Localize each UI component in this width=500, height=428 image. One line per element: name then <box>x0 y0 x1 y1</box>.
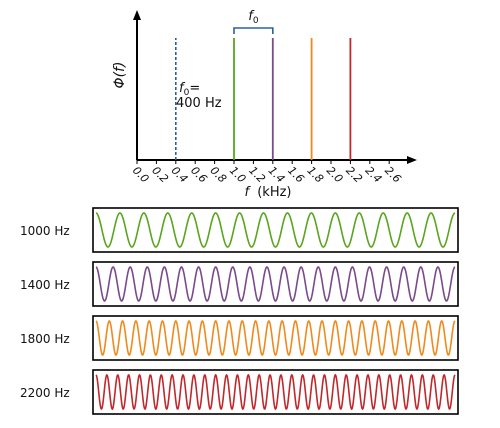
fundamental-label-sub: 0 <box>184 88 190 98</box>
waveform-box <box>92 315 459 361</box>
x-tick-label: 1.4 <box>266 164 288 186</box>
waveform-row: 1400 Hz <box>20 261 459 307</box>
spectrum-plot: Φ(f) 0.00.20.40.60.81.01.21.41.61.82.02.… <box>112 9 417 200</box>
x-tick-label: 0.8 <box>207 164 229 186</box>
y-axis-arrow <box>133 10 141 20</box>
waveform-label: 1800 Hz <box>20 332 70 346</box>
waveform-row: 1800 Hz <box>20 315 459 361</box>
fundamental-label-f: f <box>179 81 186 96</box>
x-tick-label: 2.2 <box>343 164 365 186</box>
x-tick-label: 0.0 <box>130 164 152 186</box>
x-tick-label: 1.6 <box>285 164 307 186</box>
x-axis-label-unit: (kHz) <box>257 185 291 200</box>
f0-bracket <box>233 27 274 34</box>
x-axis-arrow <box>407 156 417 164</box>
waveform-row: 2200 Hz <box>20 369 459 415</box>
x-tick-label: 1.8 <box>304 164 326 186</box>
sine-wave <box>95 212 456 248</box>
x-tick-label: 0.6 <box>188 164 210 186</box>
fundamental-label-eq: = <box>189 81 200 96</box>
x-tick-label: 0.2 <box>149 164 171 186</box>
sine-wave <box>95 266 456 302</box>
waveform-row: 1000 Hz <box>20 207 459 253</box>
x-tick-label: 0.4 <box>169 164 191 186</box>
f0-bracket-label: f0 <box>248 9 259 26</box>
x-axis-label: f (kHz) <box>245 185 292 200</box>
y-axis-label: Φ(f) <box>112 62 128 89</box>
x-tick-label: 1.2 <box>246 164 268 186</box>
fundamental-value: 400 Hz <box>176 96 222 111</box>
x-tick-label: 2.6 <box>382 164 404 186</box>
x-tick-label-group: 0.00.20.40.60.81.01.21.41.61.82.02.22.42… <box>130 164 404 186</box>
x-axis-label-var: f <box>245 185 252 200</box>
x-tick-label: 2.0 <box>324 164 346 186</box>
spectral-components <box>233 38 352 160</box>
waveform-label: 1400 Hz <box>20 278 70 292</box>
waveform-box <box>92 207 459 253</box>
bracket-label-f: f <box>248 9 255 24</box>
sine-wave <box>95 373 456 411</box>
sine-wave <box>95 319 456 357</box>
x-tick-label: 2.4 <box>363 164 385 186</box>
bracket-label-sub: 0 <box>253 16 259 26</box>
x-tick-group <box>136 160 390 164</box>
x-tick-label: 1.0 <box>227 164 249 186</box>
waveform-label: 1000 Hz <box>20 224 70 238</box>
fundamental-label: f0= <box>179 81 200 98</box>
waveform-label: 2200 Hz <box>20 386 70 400</box>
waveform-panels: 1000 Hz 1400 Hz 1800 Hz 2200 Hz <box>20 207 459 415</box>
